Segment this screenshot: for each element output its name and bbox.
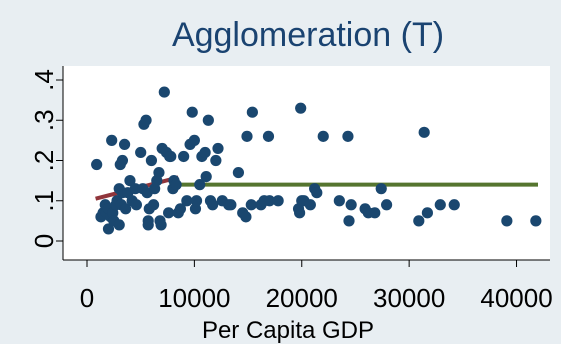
data-point (113, 219, 125, 231)
data-point (421, 207, 433, 219)
x-tick-label: 10000 (158, 283, 230, 313)
data-point (225, 199, 237, 211)
data-point (530, 215, 542, 227)
data-point (294, 207, 306, 219)
data-point (142, 219, 154, 231)
data-point (501, 215, 513, 227)
data-point (375, 183, 387, 195)
data-point (174, 203, 187, 215)
data-point (155, 219, 167, 231)
data-point (241, 130, 253, 142)
data-point (153, 166, 165, 179)
y-tick-label: .1 (29, 190, 59, 212)
data-point (369, 207, 381, 219)
data-point (202, 114, 214, 126)
data-point (304, 199, 316, 211)
data-point (124, 175, 136, 187)
data-point (342, 130, 354, 142)
data-point (210, 154, 222, 167)
data-point (317, 130, 329, 142)
x-tick-label: 20000 (266, 283, 338, 313)
data-point (311, 187, 323, 199)
data-point (181, 195, 193, 207)
data-point (130, 199, 142, 211)
data-point (246, 106, 258, 118)
x-tick-label: 40000 (480, 283, 552, 313)
data-point (245, 199, 257, 211)
data-point (232, 166, 245, 179)
data-point (106, 134, 118, 146)
data-point (207, 199, 219, 211)
data-point (163, 207, 175, 219)
data-point (190, 195, 203, 207)
data-point (118, 138, 131, 150)
data-point (91, 158, 103, 171)
data-point (140, 114, 152, 126)
data-point (345, 199, 357, 211)
x-tick-label: 0 (80, 283, 94, 313)
data-point (194, 179, 206, 191)
data-point (295, 102, 307, 114)
data-point (188, 134, 200, 146)
data-point (120, 203, 132, 215)
data-point (343, 215, 355, 227)
data-point (102, 223, 115, 235)
data-point (418, 126, 430, 138)
data-point (200, 171, 212, 183)
data-point (333, 195, 345, 207)
y-tick-label: 0 (29, 234, 59, 248)
data-point (263, 195, 276, 207)
axes: 0 .1 .2 .3 .4 0 10000 20000 30000 40000 (29, 66, 553, 313)
data-point (262, 130, 275, 142)
data-point (413, 215, 425, 227)
data-point (272, 195, 284, 207)
x-axis-label: Per Capita GDP (202, 317, 374, 344)
data-points (91, 86, 542, 235)
data-point (170, 179, 182, 191)
y-tick-label: .3 (29, 109, 59, 131)
data-point (135, 146, 147, 159)
data-point (147, 199, 160, 211)
data-point (199, 146, 211, 159)
chart-title: Agglomeration (T) (172, 16, 444, 54)
data-point (116, 154, 129, 167)
data-point (186, 106, 198, 118)
data-point (212, 142, 224, 155)
data-point (434, 199, 446, 211)
data-point (158, 86, 170, 98)
data-point (178, 150, 190, 163)
y-tick-label: .2 (29, 150, 59, 172)
x-tick-label: 30000 (373, 283, 445, 313)
data-point (448, 199, 460, 211)
y-tick-label: .4 (29, 69, 59, 91)
data-point (165, 150, 177, 163)
data-point (145, 154, 158, 167)
data-point (380, 199, 393, 211)
data-point (240, 211, 252, 223)
plot-area (63, 66, 550, 260)
